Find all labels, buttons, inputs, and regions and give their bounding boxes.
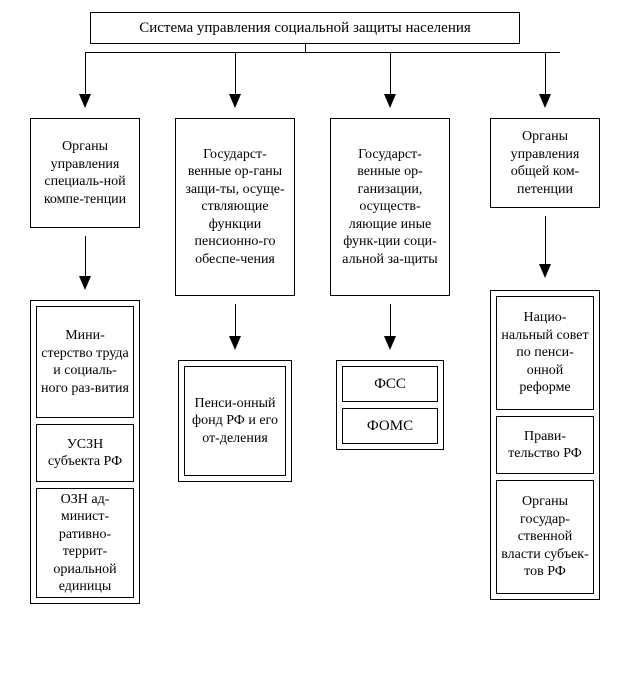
dbl-outer-2: ФСС ФОМС (336, 360, 444, 450)
arrow-top-0-head (79, 94, 91, 108)
dbl-outer-0: Мини-стерство труда и социаль-ного раз-в… (30, 300, 140, 604)
arrow-top-2-shaft (390, 52, 391, 96)
arrow-top-3-shaft (545, 52, 546, 96)
dbl-item-1-0: Пенси-онный фонд РФ и его от-деления (184, 366, 286, 476)
arrow-top-0-shaft (85, 52, 86, 96)
top-hline (85, 52, 560, 53)
dbl-item-2-1: ФОМС (342, 408, 438, 444)
arrow-top-1-shaft (235, 52, 236, 96)
dbl-stack-1: Пенси-онный фонд РФ и его от-деления (184, 366, 286, 476)
root-tail (305, 44, 306, 52)
dbl-item-0-1: УСЗН субъекта РФ (36, 424, 134, 482)
arrow-mid-1-shaft (235, 304, 236, 338)
dbl-item-3-0: Нацио-нальный совет по пенси-онной рефор… (496, 296, 594, 410)
arrow-mid-3-head (539, 264, 551, 278)
arrow-top-1-head (229, 94, 241, 108)
col-box-0: Органы управления специаль-ной компе-тен… (30, 118, 140, 228)
arrow-mid-0-shaft (85, 236, 86, 278)
col-box-1: Государст-венные ор-ганы защи-ты, осуще-… (175, 118, 295, 296)
arrow-mid-1-head (229, 336, 241, 350)
dbl-item-0-2: ОЗН ад-минист-ративно-террит-ориальной е… (36, 488, 134, 598)
dbl-item-3-2: Органы государ-ственной власти субъек-то… (496, 480, 594, 594)
dbl-item-3-1: Прави-тельство РФ (496, 416, 594, 474)
arrow-mid-2-shaft (390, 304, 391, 338)
col-box-3: Органы управления общей ком-петенции (490, 118, 600, 208)
dbl-item-2-0: ФСС (342, 366, 438, 402)
dbl-outer-1: Пенси-онный фонд РФ и его от-деления (178, 360, 292, 482)
dbl-outer-3: Нацио-нальный совет по пенси-онной рефор… (490, 290, 600, 600)
arrow-mid-0-head (79, 276, 91, 290)
arrow-mid-2-head (384, 336, 396, 350)
dbl-stack-3: Нацио-нальный совет по пенси-онной рефор… (496, 296, 594, 594)
dbl-item-0-0: Мини-стерство труда и социаль-ного раз-в… (36, 306, 134, 418)
arrow-mid-3-shaft (545, 216, 546, 266)
dbl-stack-0: Мини-стерство труда и социаль-ного раз-в… (36, 306, 134, 598)
arrow-top-3-head (539, 94, 551, 108)
arrow-top-2-head (384, 94, 396, 108)
dbl-stack-2: ФСС ФОМС (342, 366, 438, 444)
col-box-2: Государст-венные ор-ганизации, осуществ-… (330, 118, 450, 296)
root-box: Система управления социальной защиты нас… (90, 12, 520, 44)
